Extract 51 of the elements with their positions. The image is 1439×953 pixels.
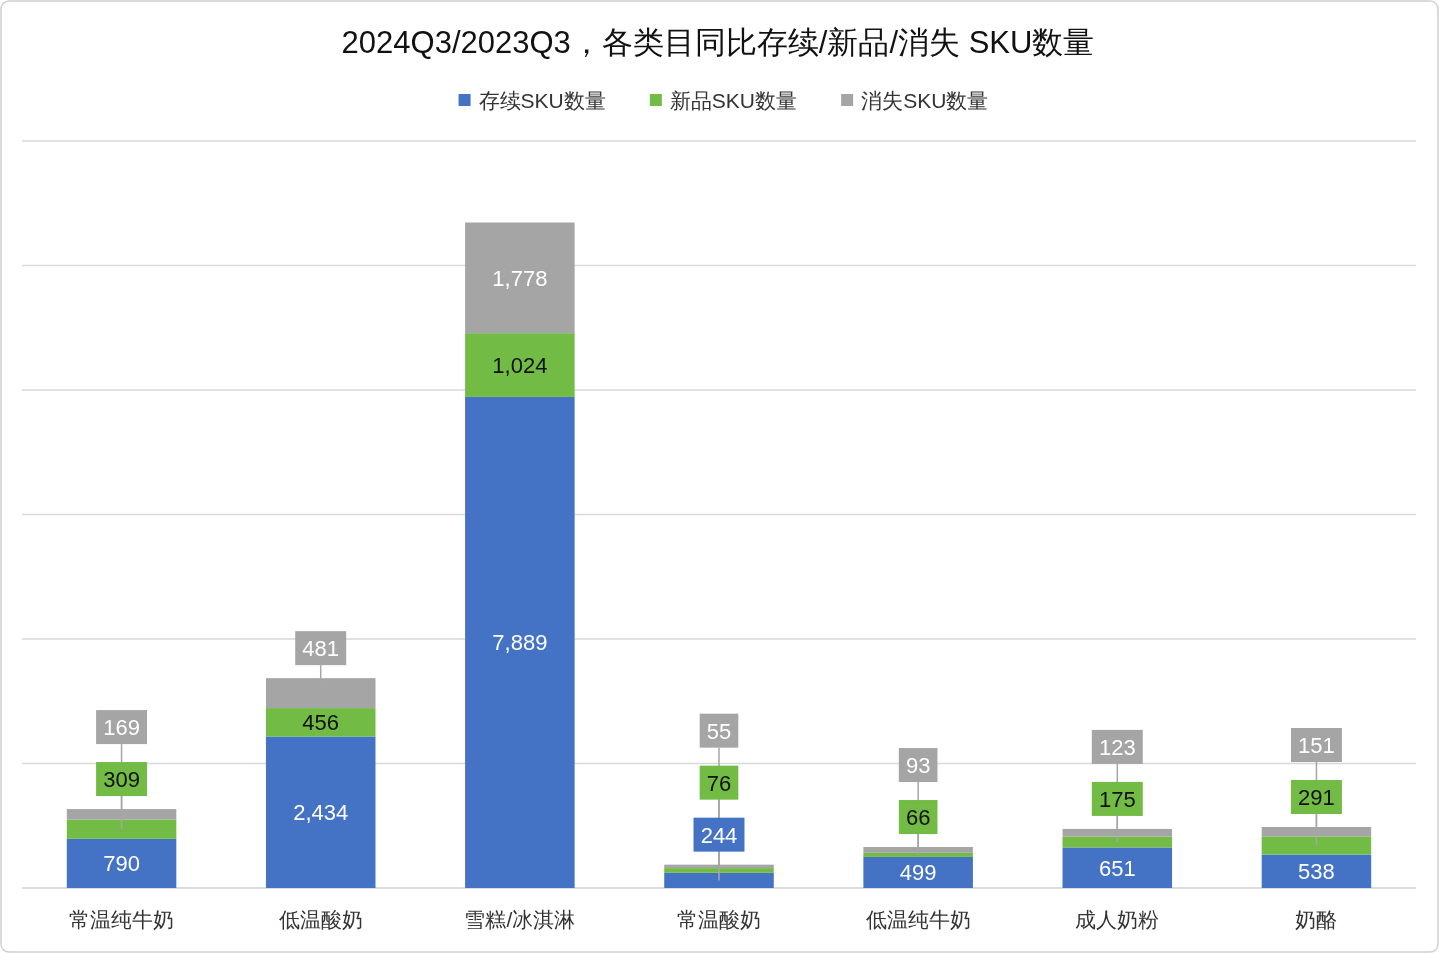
bar	[66, 838, 177, 888]
data-label: 309	[103, 766, 140, 792]
bar	[863, 847, 973, 853]
data-label: 538	[1298, 859, 1335, 885]
data-label: 291	[1298, 784, 1335, 810]
x-tick-label: 奶酪	[1295, 908, 1338, 931]
data-label: 93	[905, 752, 931, 778]
x-tick-label: 雪糕/冰淇淋	[464, 908, 576, 931]
data-label: 499	[899, 860, 937, 886]
data-label: 651	[1098, 855, 1136, 881]
x-tick-label: 常温酸奶	[677, 908, 761, 931]
bar	[1261, 836, 1372, 855]
x-tick-label: 低温酸奶	[278, 908, 363, 931]
bar	[664, 868, 774, 873]
data-label: 66	[905, 804, 931, 830]
data-label: 123	[1098, 734, 1136, 760]
bar	[1062, 847, 1173, 888]
bar	[664, 872, 774, 888]
data-label: 456	[302, 710, 340, 736]
data-label: 76	[706, 770, 732, 796]
bar	[1062, 836, 1173, 848]
bar	[465, 333, 575, 397]
bar	[465, 222, 575, 334]
data-label: 7,889	[492, 630, 548, 656]
data-label: 175	[1098, 786, 1136, 812]
bar	[66, 809, 177, 820]
data-label: 169	[103, 714, 140, 740]
bar	[863, 852, 973, 857]
bar	[66, 819, 177, 839]
data-label: 481	[302, 636, 340, 662]
chart-title: 2024Q3/2023Q3，各类目同比存续/新品/消失 SKU数量	[341, 25, 1095, 61]
legend-label: 消失SKU数量	[861, 88, 989, 112]
bar	[265, 678, 376, 709]
bar	[863, 856, 973, 888]
legend-label: 存续SKU数量	[478, 88, 606, 112]
data-label: 1,778	[492, 265, 548, 291]
data-label: 1,024	[492, 352, 548, 378]
data-label: 55	[706, 718, 732, 744]
data-label: 151	[1298, 732, 1335, 758]
bar	[1261, 827, 1372, 837]
x-tick-label: 成人奶粉	[1075, 908, 1160, 931]
data-label: 2,434	[293, 800, 349, 826]
bar	[465, 396, 575, 888]
x-tick-label: 常温纯牛奶	[69, 908, 175, 931]
bar	[1062, 828, 1173, 837]
data-label: 244	[700, 822, 738, 848]
legend-label: 新品SKU数量	[669, 88, 798, 112]
x-tick-label: 低温纯牛奶	[865, 908, 971, 931]
bar	[1261, 854, 1372, 888]
bar	[265, 736, 376, 888]
data-label: 790	[103, 851, 140, 877]
